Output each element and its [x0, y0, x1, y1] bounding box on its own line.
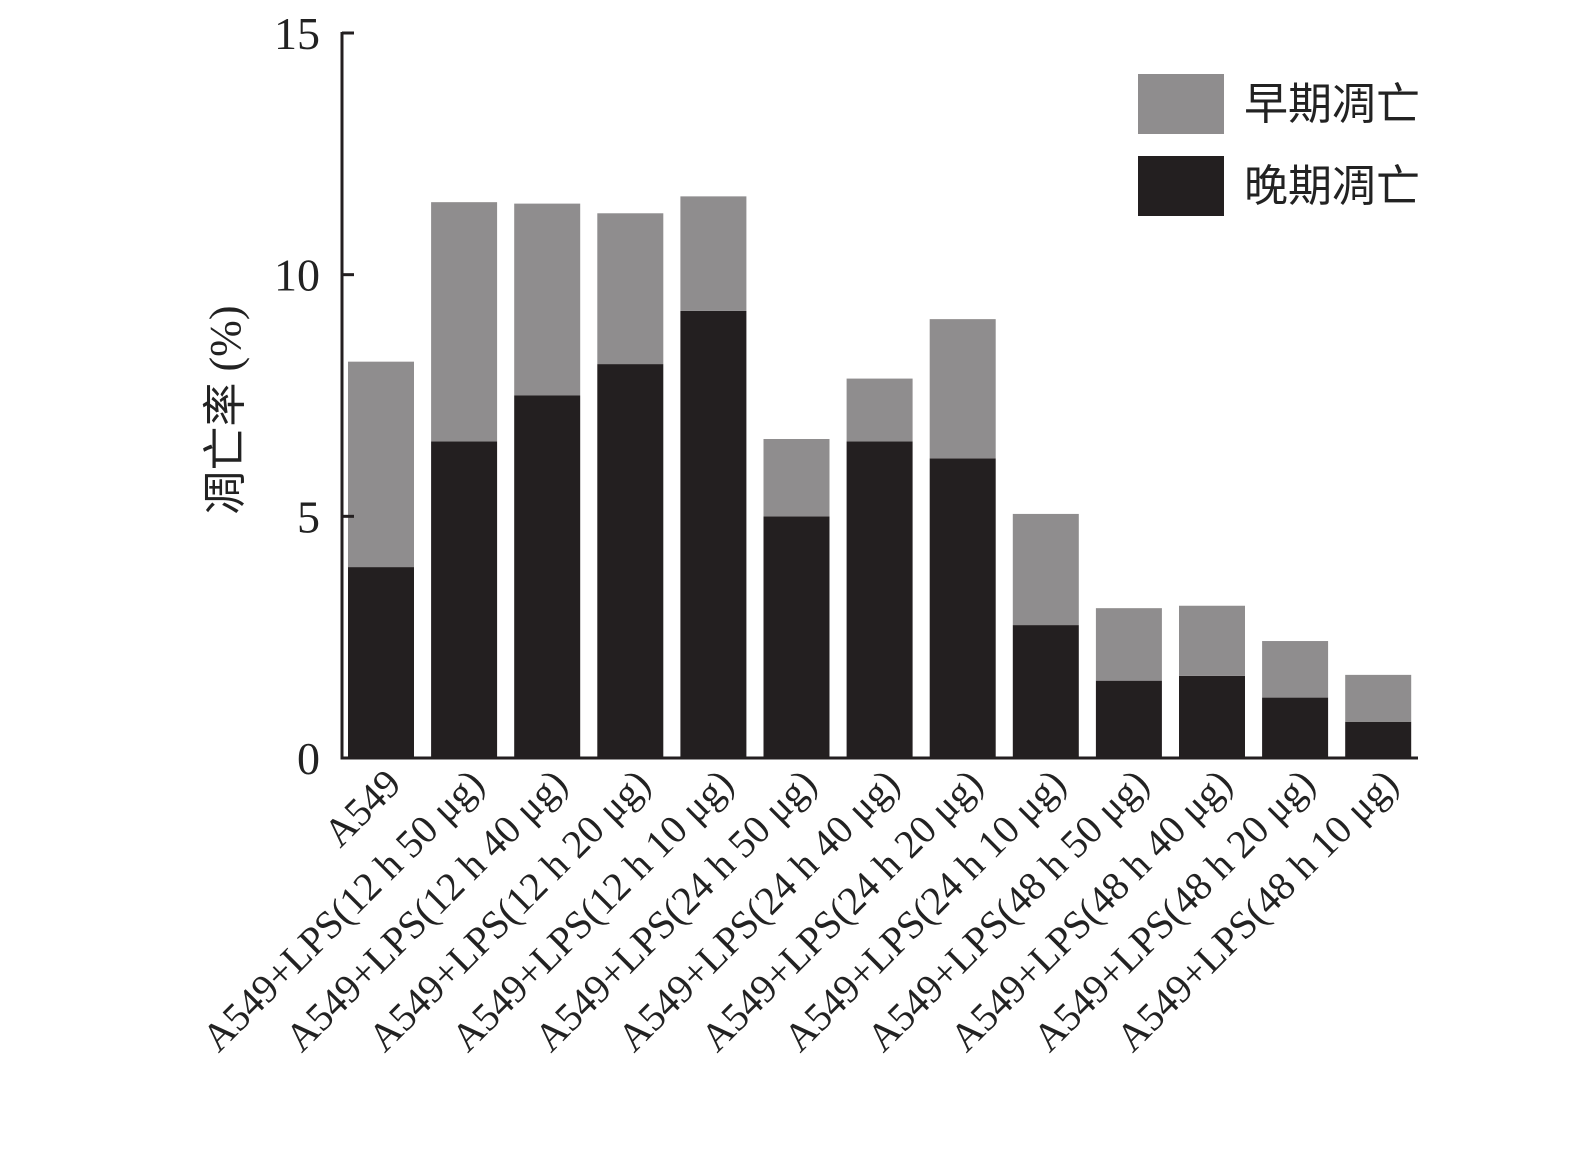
bar-segment-early-1: [431, 202, 498, 442]
bar-segment-early-6: [846, 378, 913, 442]
bar-segment-early-8: [1012, 513, 1079, 626]
bar-segment-late-7: [929, 458, 996, 758]
y-axis-title: 凋亡率 (%): [201, 306, 250, 515]
y-tick-label-3: 15: [274, 8, 320, 59]
bar-segment-late-9: [1095, 680, 1162, 758]
bar-segment-late-3: [597, 364, 664, 758]
legend-swatch-early: [1138, 74, 1224, 134]
y-tick-label-2: 10: [274, 250, 320, 301]
bar-segment-early-9: [1095, 608, 1162, 681]
y-tick-label-0: 0: [297, 733, 320, 784]
bar-segment-early-7: [929, 319, 996, 459]
bar-segment-late-0: [348, 567, 414, 758]
bar-segment-late-5: [763, 516, 830, 758]
bar-segment-late-11: [1262, 697, 1329, 758]
bar-segment-late-8: [1012, 625, 1079, 758]
bar-segment-early-2: [514, 203, 581, 396]
bar-segment-early-11: [1262, 641, 1329, 698]
y-tick-label-1: 5: [297, 491, 320, 542]
bar-segment-early-4: [680, 196, 747, 311]
bar-segment-early-3: [597, 213, 664, 365]
bar-segment-early-0: [348, 361, 414, 568]
bar-segment-early-12: [1345, 674, 1412, 722]
bar-segment-early-10: [1179, 605, 1245, 676]
legend-swatch-late: [1138, 156, 1224, 216]
bar-segment-late-4: [680, 310, 747, 758]
bar-segment-late-10: [1179, 675, 1245, 758]
legend-label-late: 晚期凋亡: [1244, 162, 1420, 211]
bar-segment-late-1: [431, 441, 498, 758]
bar-segment-late-12: [1345, 721, 1412, 758]
bar-segment-late-2: [514, 395, 581, 758]
axes-layer: 0 5 10 15: [274, 8, 1418, 784]
bar-segment-early-5: [763, 439, 830, 517]
bars-layer: [348, 196, 1412, 758]
legend-label-early: 早期凋亡: [1244, 80, 1420, 129]
bar-segment-late-6: [846, 441, 913, 758]
